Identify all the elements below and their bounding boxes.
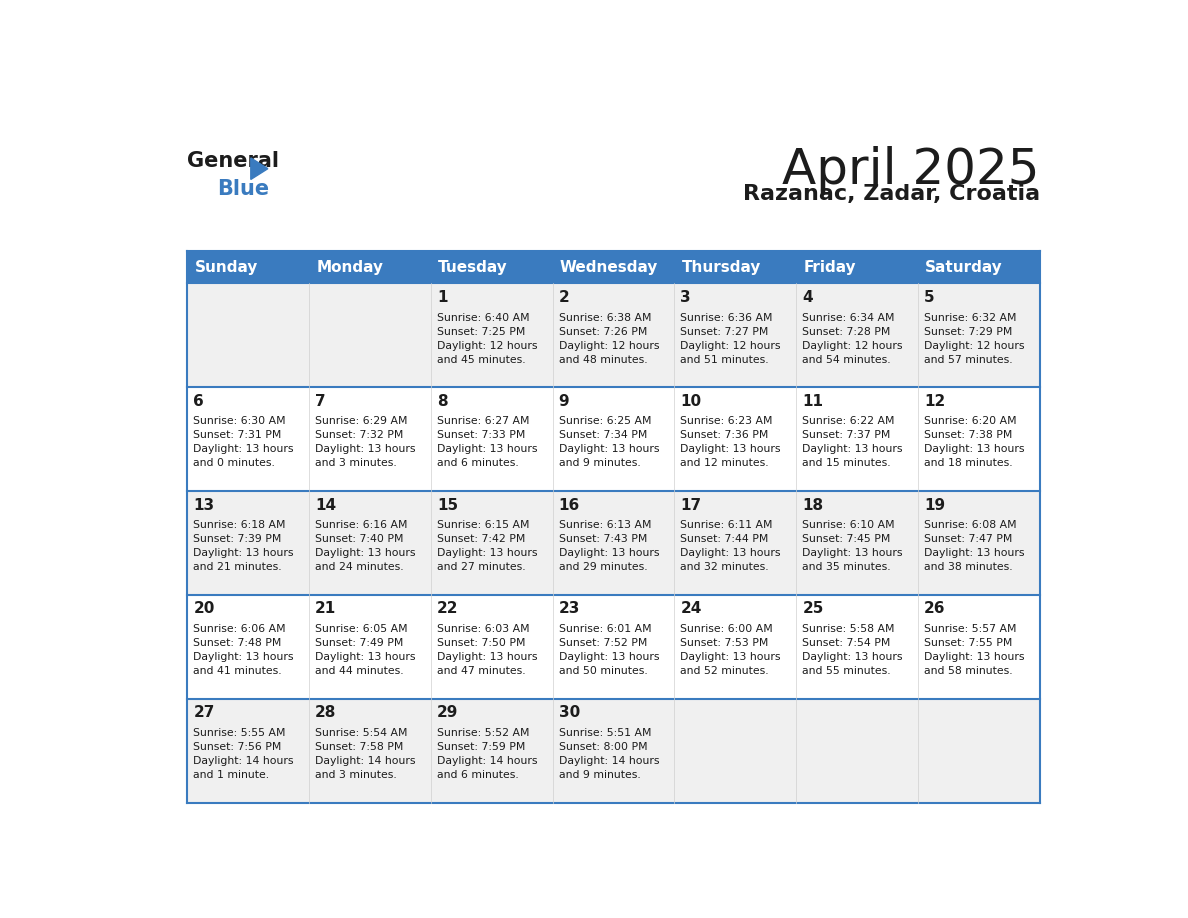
Text: Sunrise: 6:15 AM
Sunset: 7:42 PM
Daylight: 13 hours
and 27 minutes.: Sunrise: 6:15 AM Sunset: 7:42 PM Dayligh…: [437, 521, 537, 573]
Text: Sunrise: 6:03 AM
Sunset: 7:50 PM
Daylight: 13 hours
and 47 minutes.: Sunrise: 6:03 AM Sunset: 7:50 PM Dayligh…: [437, 624, 537, 677]
Bar: [188, 387, 1040, 491]
Text: 23: 23: [558, 601, 580, 617]
Text: 13: 13: [194, 498, 215, 512]
Text: Sunrise: 6:38 AM
Sunset: 7:26 PM
Daylight: 12 hours
and 48 minutes.: Sunrise: 6:38 AM Sunset: 7:26 PM Dayligh…: [558, 312, 659, 364]
Text: 16: 16: [558, 498, 580, 512]
Text: Friday: Friday: [803, 260, 857, 274]
Text: Sunday: Sunday: [195, 260, 258, 274]
Text: 9: 9: [558, 394, 569, 409]
Text: 7: 7: [315, 394, 326, 409]
Text: 5: 5: [924, 290, 935, 305]
Text: Sunrise: 6:32 AM
Sunset: 7:29 PM
Daylight: 12 hours
and 57 minutes.: Sunrise: 6:32 AM Sunset: 7:29 PM Dayligh…: [924, 312, 1024, 364]
Text: 27: 27: [194, 705, 215, 721]
Text: 11: 11: [802, 394, 823, 409]
Polygon shape: [251, 158, 267, 179]
Text: Sunrise: 5:54 AM
Sunset: 7:58 PM
Daylight: 14 hours
and 3 minutes.: Sunrise: 5:54 AM Sunset: 7:58 PM Dayligh…: [315, 728, 416, 780]
Text: Monday: Monday: [316, 260, 384, 274]
Text: Tuesday: Tuesday: [438, 260, 508, 274]
Text: 25: 25: [802, 601, 823, 617]
Text: Sunrise: 6:23 AM
Sunset: 7:36 PM
Daylight: 13 hours
and 12 minutes.: Sunrise: 6:23 AM Sunset: 7:36 PM Dayligh…: [681, 417, 781, 468]
Bar: [188, 595, 1040, 700]
Text: 24: 24: [681, 601, 702, 617]
Text: 30: 30: [558, 705, 580, 721]
Text: 12: 12: [924, 394, 946, 409]
Bar: [188, 491, 1040, 595]
Text: Sunrise: 5:58 AM
Sunset: 7:54 PM
Daylight: 13 hours
and 55 minutes.: Sunrise: 5:58 AM Sunset: 7:54 PM Dayligh…: [802, 624, 903, 677]
Text: 2: 2: [558, 290, 569, 305]
Text: Sunrise: 5:52 AM
Sunset: 7:59 PM
Daylight: 14 hours
and 6 minutes.: Sunrise: 5:52 AM Sunset: 7:59 PM Dayligh…: [437, 728, 537, 780]
Text: Sunrise: 6:29 AM
Sunset: 7:32 PM
Daylight: 13 hours
and 3 minutes.: Sunrise: 6:29 AM Sunset: 7:32 PM Dayligh…: [315, 417, 416, 468]
Text: Sunrise: 5:57 AM
Sunset: 7:55 PM
Daylight: 13 hours
and 58 minutes.: Sunrise: 5:57 AM Sunset: 7:55 PM Dayligh…: [924, 624, 1024, 677]
Text: Sunrise: 6:36 AM
Sunset: 7:27 PM
Daylight: 12 hours
and 51 minutes.: Sunrise: 6:36 AM Sunset: 7:27 PM Dayligh…: [681, 312, 781, 364]
Text: 29: 29: [437, 705, 459, 721]
Text: 19: 19: [924, 498, 946, 512]
Text: Sunrise: 6:22 AM
Sunset: 7:37 PM
Daylight: 13 hours
and 15 minutes.: Sunrise: 6:22 AM Sunset: 7:37 PM Dayligh…: [802, 417, 903, 468]
Bar: [188, 700, 1040, 803]
Text: Sunrise: 6:20 AM
Sunset: 7:38 PM
Daylight: 13 hours
and 18 minutes.: Sunrise: 6:20 AM Sunset: 7:38 PM Dayligh…: [924, 417, 1024, 468]
Text: 10: 10: [681, 394, 702, 409]
Text: 26: 26: [924, 601, 946, 617]
Text: 3: 3: [681, 290, 691, 305]
Text: 6: 6: [194, 394, 204, 409]
Text: Thursday: Thursday: [682, 260, 762, 274]
Text: Sunrise: 6:16 AM
Sunset: 7:40 PM
Daylight: 13 hours
and 24 minutes.: Sunrise: 6:16 AM Sunset: 7:40 PM Dayligh…: [315, 521, 416, 573]
Text: General: General: [188, 151, 279, 171]
Text: Sunrise: 5:55 AM
Sunset: 7:56 PM
Daylight: 14 hours
and 1 minute.: Sunrise: 5:55 AM Sunset: 7:56 PM Dayligh…: [194, 728, 293, 780]
Text: 1: 1: [437, 290, 448, 305]
Text: April 2025: April 2025: [782, 146, 1040, 194]
Text: Sunrise: 6:27 AM
Sunset: 7:33 PM
Daylight: 13 hours
and 6 minutes.: Sunrise: 6:27 AM Sunset: 7:33 PM Dayligh…: [437, 417, 537, 468]
Bar: [309, 251, 431, 284]
Text: Sunrise: 5:51 AM
Sunset: 8:00 PM
Daylight: 14 hours
and 9 minutes.: Sunrise: 5:51 AM Sunset: 8:00 PM Dayligh…: [558, 728, 659, 780]
Text: Sunrise: 6:10 AM
Sunset: 7:45 PM
Daylight: 13 hours
and 35 minutes.: Sunrise: 6:10 AM Sunset: 7:45 PM Dayligh…: [802, 521, 903, 573]
Bar: [918, 251, 1040, 284]
Text: Sunrise: 6:25 AM
Sunset: 7:34 PM
Daylight: 13 hours
and 9 minutes.: Sunrise: 6:25 AM Sunset: 7:34 PM Dayligh…: [558, 417, 659, 468]
Text: Sunrise: 6:30 AM
Sunset: 7:31 PM
Daylight: 13 hours
and 0 minutes.: Sunrise: 6:30 AM Sunset: 7:31 PM Dayligh…: [194, 417, 293, 468]
Bar: [796, 251, 918, 284]
Text: 18: 18: [802, 498, 823, 512]
Bar: [431, 251, 552, 284]
Text: 14: 14: [315, 498, 336, 512]
Text: Sunrise: 6:11 AM
Sunset: 7:44 PM
Daylight: 13 hours
and 32 minutes.: Sunrise: 6:11 AM Sunset: 7:44 PM Dayligh…: [681, 521, 781, 573]
Text: Saturday: Saturday: [925, 260, 1003, 274]
Text: 17: 17: [681, 498, 702, 512]
Text: Razanac, Zadar, Croatia: Razanac, Zadar, Croatia: [742, 185, 1040, 204]
Text: 4: 4: [802, 290, 813, 305]
Text: Sunrise: 6:13 AM
Sunset: 7:43 PM
Daylight: 13 hours
and 29 minutes.: Sunrise: 6:13 AM Sunset: 7:43 PM Dayligh…: [558, 521, 659, 573]
Text: Sunrise: 6:01 AM
Sunset: 7:52 PM
Daylight: 13 hours
and 50 minutes.: Sunrise: 6:01 AM Sunset: 7:52 PM Dayligh…: [558, 624, 659, 677]
Text: Sunrise: 6:00 AM
Sunset: 7:53 PM
Daylight: 13 hours
and 52 minutes.: Sunrise: 6:00 AM Sunset: 7:53 PM Dayligh…: [681, 624, 781, 677]
Text: 8: 8: [437, 394, 448, 409]
Text: 15: 15: [437, 498, 459, 512]
Text: Sunrise: 6:05 AM
Sunset: 7:49 PM
Daylight: 13 hours
and 44 minutes.: Sunrise: 6:05 AM Sunset: 7:49 PM Dayligh…: [315, 624, 416, 677]
Text: Sunrise: 6:18 AM
Sunset: 7:39 PM
Daylight: 13 hours
and 21 minutes.: Sunrise: 6:18 AM Sunset: 7:39 PM Dayligh…: [194, 521, 293, 573]
Text: 20: 20: [194, 601, 215, 617]
Text: Sunrise: 6:40 AM
Sunset: 7:25 PM
Daylight: 12 hours
and 45 minutes.: Sunrise: 6:40 AM Sunset: 7:25 PM Dayligh…: [437, 312, 537, 364]
Text: Sunrise: 6:06 AM
Sunset: 7:48 PM
Daylight: 13 hours
and 41 minutes.: Sunrise: 6:06 AM Sunset: 7:48 PM Dayligh…: [194, 624, 293, 677]
Text: 28: 28: [315, 705, 336, 721]
Text: Sunrise: 6:08 AM
Sunset: 7:47 PM
Daylight: 13 hours
and 38 minutes.: Sunrise: 6:08 AM Sunset: 7:47 PM Dayligh…: [924, 521, 1024, 573]
Text: Blue: Blue: [216, 179, 268, 199]
Bar: [675, 251, 796, 284]
Bar: [188, 251, 309, 284]
Text: 21: 21: [315, 601, 336, 617]
Bar: [552, 251, 675, 284]
Text: Wednesday: Wednesday: [560, 260, 658, 274]
Bar: [188, 284, 1040, 387]
Text: 22: 22: [437, 601, 459, 617]
Text: Sunrise: 6:34 AM
Sunset: 7:28 PM
Daylight: 12 hours
and 54 minutes.: Sunrise: 6:34 AM Sunset: 7:28 PM Dayligh…: [802, 312, 903, 364]
